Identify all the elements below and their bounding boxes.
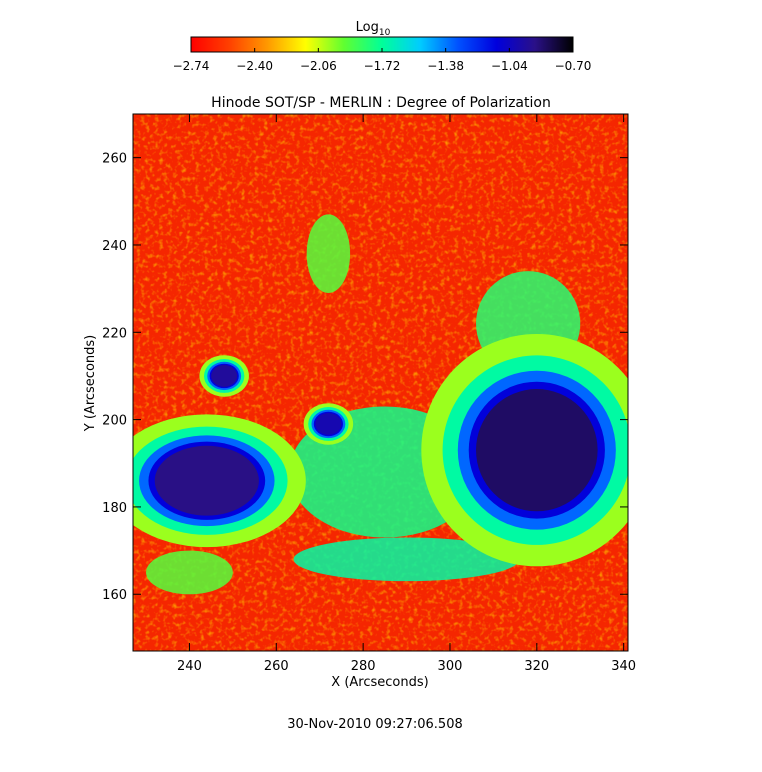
x-tick-label: 260 xyxy=(264,659,289,674)
network-region xyxy=(293,537,520,582)
x-axis: 240 260 280 300 320 340 xyxy=(177,114,636,674)
plot-frame xyxy=(132,113,629,652)
heatmap xyxy=(133,114,628,651)
colorbar-tick-label: −1.72 xyxy=(364,59,401,73)
sunspot-core xyxy=(476,389,598,512)
network-region xyxy=(306,214,351,293)
y-tick-label: 200 xyxy=(102,414,127,429)
x-tick-label: 320 xyxy=(524,659,549,674)
colorbar-tick-label: −2.74 xyxy=(173,59,210,73)
x-axis-label: X (Arcseconds) xyxy=(331,675,428,690)
colorbar-tick-label: −1.04 xyxy=(491,59,528,73)
network-region xyxy=(146,550,233,595)
timestamp: 30-Nov-2010 09:27:06.508 xyxy=(287,717,463,732)
y-axis-label: Y (Arcseconds) xyxy=(83,335,98,432)
y-tick-label: 160 xyxy=(102,588,127,603)
colorbar-tick-label: −0.70 xyxy=(555,59,592,73)
colorbar-tick-label: −2.40 xyxy=(236,59,273,73)
sunspot-core xyxy=(154,445,259,516)
heatmap-features xyxy=(133,214,628,595)
x-tick-label: 340 xyxy=(611,659,636,674)
colorbar-label-subscript: 10 xyxy=(379,28,391,38)
y-tick-label: 260 xyxy=(102,152,127,167)
colorbar-tick-label: −2.06 xyxy=(300,59,337,73)
y-axis: 160 180 200 220 240 260 xyxy=(102,152,628,603)
colorbar-ticks: −2.74 −2.40 −2.06 −1.72 −1.38 −1.04 −0.70 xyxy=(173,48,592,73)
x-tick-label: 300 xyxy=(438,659,463,674)
chart-title: Hinode SOT/SP - MERLIN : Degree of Polar… xyxy=(211,95,551,111)
x-tick-label: 240 xyxy=(177,659,202,674)
pore-core xyxy=(315,413,342,435)
colorbar-tick-label: −1.38 xyxy=(427,59,464,73)
x-tick-label: 280 xyxy=(351,659,376,674)
y-tick-label: 220 xyxy=(102,326,127,341)
y-tick-label: 240 xyxy=(102,239,127,254)
pore-core xyxy=(211,365,238,387)
y-tick-label: 180 xyxy=(102,501,127,516)
colorbar-label: Log10 xyxy=(356,20,391,38)
